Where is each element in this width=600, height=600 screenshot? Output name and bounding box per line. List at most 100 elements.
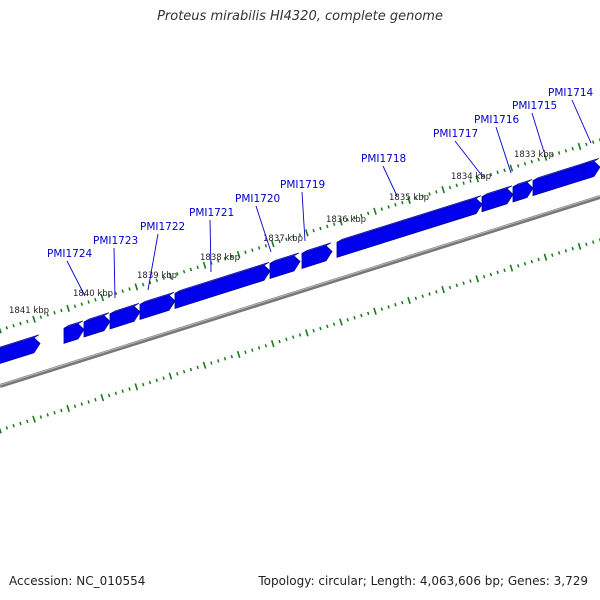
minor-tick (19, 421, 22, 426)
kbp-label: 1836 kbp (326, 215, 366, 225)
minor-tick (114, 291, 118, 296)
gene-arrow[interactable] (336, 198, 483, 258)
kbp-label: 1840 kbp (73, 289, 113, 299)
minor-tick (591, 140, 595, 144)
minor-tick (257, 346, 261, 350)
gene-label[interactable]: PMI1719 (280, 179, 325, 191)
minor-tick (121, 289, 124, 293)
minor-tick (537, 257, 540, 262)
gene-arrow[interactable] (83, 315, 111, 338)
minor-tick (196, 365, 199, 370)
gene-arrow[interactable] (0, 337, 41, 367)
minor-tick (176, 372, 179, 376)
gene-label[interactable]: PMI1716 (474, 114, 520, 126)
minor-tick (155, 278, 159, 283)
minor-tick (462, 281, 465, 285)
major-tick (100, 294, 105, 302)
minor-tick (523, 261, 527, 266)
minor-tick (360, 213, 363, 218)
major-tick (202, 261, 207, 269)
major-tick (373, 207, 377, 215)
kbp-label: 1835 kbp (389, 193, 429, 203)
gene-arrow[interactable] (63, 323, 85, 344)
gene-arrow[interactable] (139, 294, 176, 320)
minor-tick (571, 146, 574, 151)
gene-label[interactable]: PMI1718 (361, 153, 406, 165)
major-tick (373, 307, 377, 315)
minor-tick (5, 326, 9, 330)
minor-tick (503, 268, 506, 273)
gene-label-leader (147, 233, 159, 291)
gene-label-leader (209, 219, 212, 273)
minor-tick (469, 279, 472, 283)
minor-tick (585, 142, 588, 147)
minor-tick (455, 283, 459, 288)
minor-tick (39, 315, 43, 319)
minor-tick (87, 300, 90, 304)
minor-tick (571, 246, 574, 251)
accession-label: Accession: NC_010554 (9, 574, 146, 588)
minor-tick (176, 272, 179, 276)
minor-tick (428, 192, 431, 196)
minor-tick (264, 244, 268, 248)
minor-tick (73, 404, 77, 409)
minor-tick (128, 387, 131, 391)
major-tick (168, 372, 173, 380)
gene-arrow[interactable] (109, 305, 141, 330)
minor-tick (12, 423, 15, 428)
minor-tick (223, 256, 227, 261)
gene-label-leader (531, 112, 545, 153)
gene-label[interactable]: PMI1717 (433, 128, 478, 140)
major-tick (407, 296, 411, 305)
minor-tick (462, 181, 465, 185)
minor-tick (516, 264, 520, 268)
major-tick (475, 175, 480, 183)
minor-tick (401, 300, 404, 305)
gene-arrow[interactable] (512, 182, 534, 203)
minor-tick (557, 251, 561, 255)
gene-label[interactable]: PMI1722 (140, 221, 185, 233)
minor-tick (585, 242, 588, 247)
minor-tick (298, 333, 302, 337)
gene-label[interactable]: PMI1721 (189, 207, 234, 219)
minor-tick (537, 157, 540, 162)
minor-tick (19, 321, 22, 326)
minor-tick (387, 305, 390, 309)
minor-tick (482, 174, 486, 179)
gene-label-leader (301, 191, 306, 242)
gene-arrow[interactable] (301, 245, 333, 269)
gene-arrow[interactable] (583, 160, 600, 181)
gene-label[interactable]: PMI1723 (93, 235, 138, 247)
minor-tick (141, 282, 145, 287)
gene-arrow[interactable] (174, 264, 271, 309)
major-tick (543, 153, 548, 161)
minor-tick (291, 335, 295, 339)
gene-label[interactable]: PMI1714 (548, 87, 594, 99)
minor-tick (530, 259, 534, 264)
map-title: Proteus mirabilis HI4320, complete genom… (157, 9, 443, 24)
minor-tick (121, 389, 124, 393)
minor-tick (182, 269, 186, 274)
minor-tick (216, 359, 220, 363)
minor-tick (285, 337, 288, 342)
minor-tick (5, 426, 9, 430)
gene-label[interactable]: PMI1715 (512, 100, 557, 112)
gene-label[interactable]: PMI1720 (235, 193, 280, 205)
minor-tick (230, 354, 234, 359)
gene-arrow[interactable] (269, 255, 301, 279)
minor-tick (332, 322, 336, 326)
gene-label-leaders (66, 99, 592, 299)
minor-tick (114, 391, 118, 396)
minor-tick (482, 274, 486, 279)
gene-labels: PMI1724PMI1723PMI1722PMI1721PMI1720PMI17… (47, 87, 594, 260)
gene-label[interactable]: PMI1724 (47, 248, 93, 260)
gene-arrow[interactable] (481, 188, 514, 213)
major-tick (168, 272, 173, 280)
minor-tick (564, 149, 568, 153)
minor-tick (244, 250, 247, 255)
minor-tick (87, 400, 90, 404)
minor-tick (73, 304, 77, 309)
gene-label-leader (571, 99, 592, 144)
minor-tick (230, 254, 234, 259)
minor-tick (60, 308, 63, 313)
